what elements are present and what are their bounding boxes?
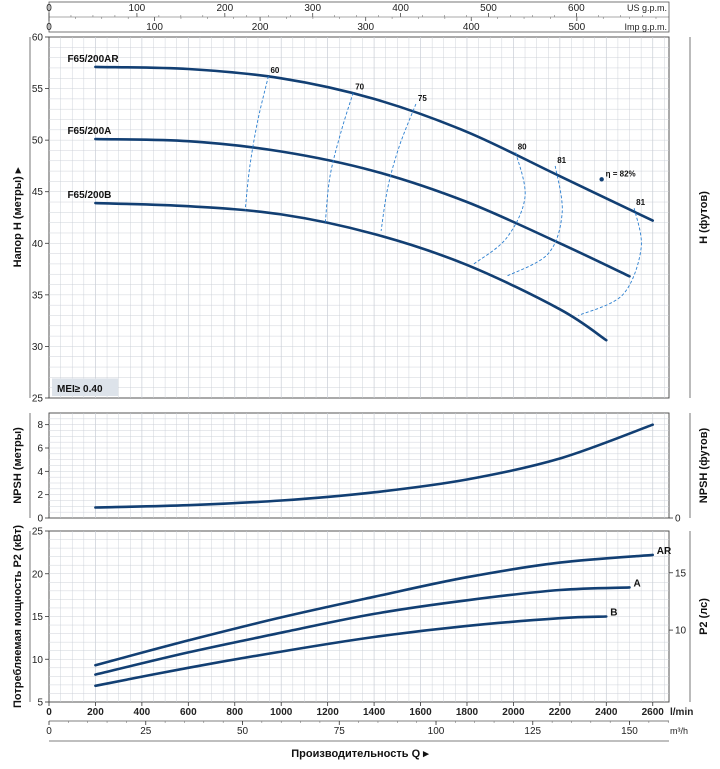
us-gpm-tick-label: 200 — [216, 3, 233, 14]
lmin-tick-label: 2600 — [642, 707, 665, 718]
power-panel-left-tick-label: 25 — [32, 527, 44, 538]
efficiency-contour-label: 80 — [518, 143, 527, 152]
power-curve-label: A — [634, 578, 641, 589]
head-curve-label: F65/200B — [67, 190, 111, 201]
head-panel-frame — [48, 36, 670, 399]
efficiency-contour-label: 60 — [270, 66, 279, 75]
lmin-tick-label: 1800 — [456, 707, 479, 718]
x-axis-title: Производительность Q ▸ — [291, 748, 429, 760]
efficiency-contour-label: 70 — [355, 83, 364, 92]
head-curve-label: F65/200A — [67, 126, 111, 137]
head-panel-left-tick-label: 25 — [32, 394, 44, 405]
head-curve-f65-200a — [94, 137, 631, 278]
power-curve-a — [94, 586, 631, 676]
power-panel-ylabel-right: P2 (лс) — [698, 598, 710, 635]
imp-gpm-tick-label: 500 — [568, 22, 585, 33]
power-curve-b — [94, 615, 608, 688]
imp-gpm-tick-label: 300 — [357, 22, 374, 33]
head-panel-left-tick-label: 60 — [32, 33, 44, 44]
efficiency-contour — [506, 165, 563, 277]
m3h-tick-label: 75 — [334, 726, 346, 737]
us-gpm-tick-label: 600 — [568, 3, 585, 14]
head-panel-ylabel-right: H (футов) — [698, 191, 710, 244]
head-panel-left-tick-label: 30 — [32, 342, 44, 353]
m3h-tick-label: 0 — [46, 726, 52, 737]
bep-label: η = 82% — [606, 169, 636, 178]
us-gpm-tick-label: 0 — [46, 3, 52, 14]
imp-gpm-tick-label: 400 — [463, 22, 480, 33]
bep-point — [599, 177, 604, 182]
lmin-tick-label: 800 — [226, 707, 243, 718]
lmin-tick-label: 0 — [46, 707, 52, 718]
head-panel-ylabel-left: Напор H (метры) ▸ — [12, 167, 24, 267]
lmin-tick-label: 2200 — [549, 707, 572, 718]
power-panel-left-tick-label: 20 — [32, 569, 44, 580]
us-gpm-tick-label: 100 — [129, 3, 146, 14]
imp-gpm-tick-label: 0 — [46, 22, 52, 33]
us-gpm-tick-label: 300 — [304, 3, 321, 14]
mei-badge — [52, 378, 118, 396]
head-panel-left-tick-label: 40 — [32, 239, 44, 250]
us-gpm-unit: US g.p.m. — [627, 3, 667, 13]
imp-gpm-unit: Imp g.p.m. — [624, 22, 667, 32]
m3h-tick-label: 25 — [140, 726, 152, 737]
power-panel-ylabel-left: Потребляемая мощность P2 (кВт) — [12, 525, 24, 708]
efficiency-contour-label: 81 — [636, 198, 645, 207]
npsh-panel-ylabel-left: NPSH (метры) — [12, 427, 24, 504]
lmin-tick-label: 400 — [134, 707, 151, 718]
m3h-tick-label: 150 — [621, 726, 638, 737]
m3h-tick-label: 100 — [428, 726, 445, 737]
lmin-unit: l/min — [670, 707, 693, 718]
power-curve-label: B — [610, 608, 617, 619]
lmin-tick-label: 1600 — [409, 707, 432, 718]
m3h-unit: m³/h — [670, 726, 688, 736]
efficiency-contour — [324, 92, 354, 223]
npsh-panel-ylabel-right: NPSH (футов) — [698, 427, 710, 503]
efficiency-contour — [244, 76, 269, 211]
head-curve-f65-200ar — [94, 65, 654, 222]
efficiency-contour — [578, 208, 642, 316]
npsh-panel-right-tick-label: 0 — [675, 514, 681, 525]
power-curve-ar — [94, 553, 654, 667]
efficiency-contour — [380, 103, 417, 231]
imp-gpm-tick-label: 200 — [252, 22, 269, 33]
head-panel-left-tick-label: 55 — [32, 84, 44, 95]
head-curve-f65-200b — [94, 201, 608, 342]
mei-badge-label: MEI≥ 0.40 — [57, 384, 103, 395]
efficiency-contour-label: 81 — [557, 156, 566, 165]
npsh-panel-left-tick-label: 2 — [37, 490, 43, 501]
power-panel-right-tick-label: 15 — [675, 568, 687, 579]
npsh-panel-left-tick-label: 6 — [37, 444, 43, 455]
lmin-tick-label: 2400 — [595, 707, 618, 718]
npsh-curve — [94, 423, 654, 509]
head-curve-label: F65/200AR — [67, 54, 119, 65]
power-panel-left-tick-label: 5 — [37, 698, 43, 709]
power-panel-left-tick-label: 10 — [32, 655, 44, 666]
lmin-tick-label: 1400 — [363, 707, 386, 718]
lmin-tick-label: 600 — [180, 707, 197, 718]
head-panel-left-tick-label: 35 — [32, 290, 44, 301]
us-gpm-tick-label: 500 — [480, 3, 497, 14]
efficiency-contour-label: 75 — [418, 94, 427, 103]
power-curve-label: AR — [657, 546, 672, 557]
imp-gpm-tick-label: 100 — [146, 22, 163, 33]
m3h-tick-label: 125 — [524, 726, 541, 737]
m3h-tick-label: 50 — [237, 726, 249, 737]
lmin-tick-label: 1000 — [270, 707, 293, 718]
power-panel-right-tick-label: 10 — [675, 626, 687, 637]
lmin-tick-label: 1200 — [317, 707, 340, 718]
npsh-panel-left-tick-label: 8 — [37, 420, 43, 431]
npsh-panel-left-tick-label: 4 — [37, 467, 43, 478]
power-panel-left-tick-label: 15 — [32, 612, 44, 623]
npsh-panel-left-tick-label: 0 — [37, 514, 43, 525]
lmin-tick-label: 200 — [87, 707, 104, 718]
us-gpm-tick-label: 400 — [392, 3, 409, 14]
head-panel-left-tick-label: 45 — [32, 187, 44, 198]
lmin-tick-label: 2000 — [502, 707, 525, 718]
head-panel-left-tick-label: 50 — [32, 136, 44, 147]
efficiency-contour — [473, 152, 526, 265]
